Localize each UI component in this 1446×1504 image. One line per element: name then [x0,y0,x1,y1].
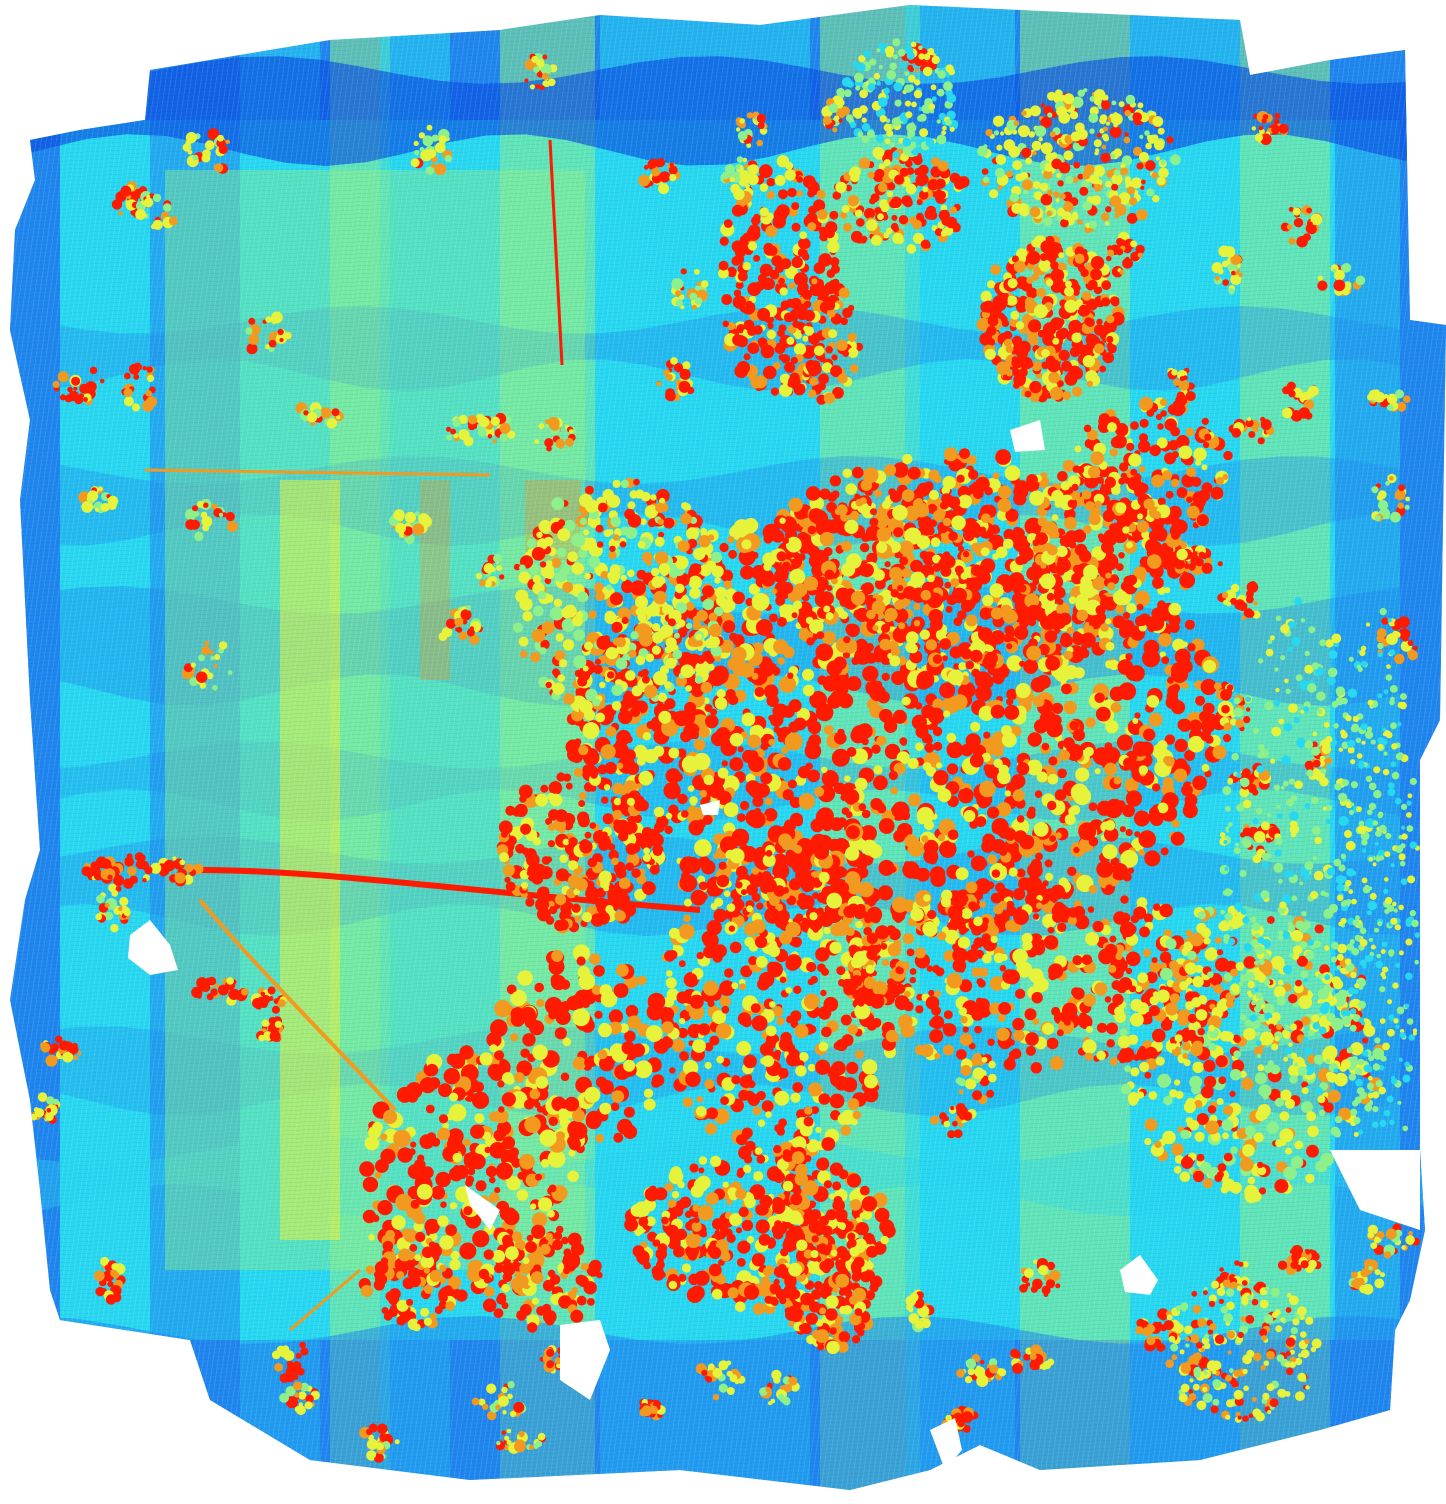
lidar-map [0,0,1446,1500]
point-cloud-density-raster [0,0,1446,1500]
